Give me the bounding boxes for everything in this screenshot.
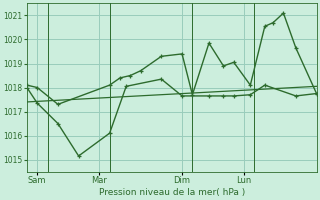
X-axis label: Pression niveau de la mer( hPa ): Pression niveau de la mer( hPa )	[99, 188, 245, 197]
